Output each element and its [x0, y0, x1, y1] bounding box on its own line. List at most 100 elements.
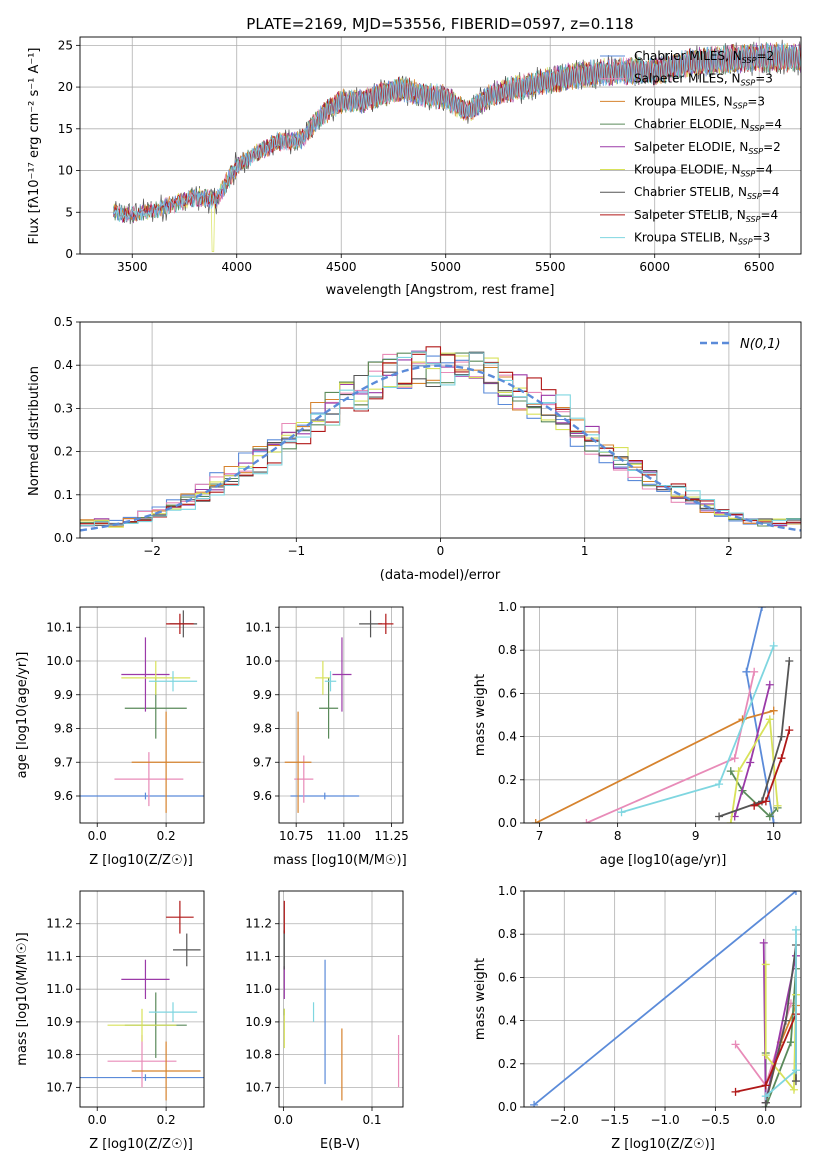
plot-area [283, 900, 400, 1101]
y-tick-label: 11.1 [245, 949, 272, 963]
y-tick-label: 9.9 [253, 688, 272, 702]
legend-label: N(0,1) [740, 337, 781, 352]
weight-marker [726, 819, 735, 823]
mass-vs-z-xlabel: Z [log10(Z/Z☉)] [89, 1137, 193, 1152]
plot-area [80, 346, 801, 532]
y-tick-label: 0.0 [498, 1100, 517, 1114]
y-tick-label: 0.8 [498, 643, 517, 657]
y-tick-label: 0.2 [498, 1057, 517, 1071]
weight-marker [769, 706, 778, 715]
x-tick-label: 11.25 [374, 829, 408, 843]
weight-marker [761, 797, 770, 806]
legend-label: Chabrier ELODIE, NSSP=4 [634, 117, 782, 133]
y-tick-label: 0.2 [54, 445, 73, 459]
y-tick-label: 10.7 [245, 1080, 272, 1094]
x-tick-label: −2 [143, 544, 161, 558]
y-tick-label: 9.8 [54, 722, 73, 736]
x-tick-label: 1 [581, 544, 589, 558]
legend-label: Chabrier STELIB, NSSP=4 [634, 185, 779, 201]
axes-frame [79, 321, 802, 539]
x-tick-label: −0.5 [701, 1113, 730, 1127]
weight-marker [785, 657, 794, 665]
spectrum-ylabel: Flux [fλ10⁻¹⁷ erg cm⁻² s⁻¹ A⁻¹] [27, 48, 42, 245]
figure-title: PLATE=2169, MJD=53556, FIBERID=0597, z=0… [246, 15, 633, 33]
axes-frame [278, 890, 404, 1108]
spectrum-axes: 3500 4000 4500 5000 5500 6000 6500 0 5 10 15 20 25 Ch… [27, 36, 802, 274]
legend-label: Salpeter STELIB, NSSP=4 [634, 208, 778, 224]
weight-marker [769, 819, 778, 823]
weight-marker [786, 1038, 795, 1047]
y-tick-label: 11.0 [46, 982, 73, 996]
x-tick-label: 0.2 [157, 1113, 176, 1127]
x-tick-label: −1.0 [650, 1113, 679, 1127]
weight-marker [781, 1016, 790, 1025]
y-tick-label: 10.0 [46, 654, 73, 668]
weight-marker [731, 1040, 740, 1049]
age-ylabel: age [log10(age/yr)] [15, 652, 30, 779]
weight_vs_age-axes: 7 8 9 10 0.0 0.2 0.4 0.6 0.8 1.0 [498, 600, 802, 843]
x-tick-label: 3500 [117, 260, 148, 274]
y-tick-label: 11.2 [245, 917, 272, 931]
y-tick-label: 0.4 [498, 730, 517, 744]
weight-marker [777, 732, 786, 741]
y-tick-label: 9.8 [253, 722, 272, 736]
age_vs_Z-axes: 0.0 0.2 9.6 9.7 9.8 9.9 10.0 10.1 age [log10(age… [15, 606, 205, 843]
residuals-ylabel: Normed distribution [27, 366, 42, 496]
x-tick-label: 0.1 [362, 1113, 381, 1127]
y-tick-label: 0.0 [498, 816, 517, 830]
weight-line [586, 671, 756, 823]
y-tick-label: 9.6 [253, 789, 272, 803]
plot-area [530, 891, 800, 1107]
weight-marker [531, 819, 540, 823]
histogram-step [80, 351, 801, 527]
weight-vs-age-xlabel: age [log10(age/yr)] [600, 853, 727, 868]
y-tick-label: 10.1 [245, 620, 272, 634]
axes-frame [79, 606, 205, 824]
residuals-axes: −2 −1 0 1 2 0.0 0.1 0.2 0.3 0.4 0.5 N(0,1) [54, 315, 802, 558]
weight-marker [791, 1066, 800, 1075]
y-tick-label: 0.3 [54, 401, 73, 415]
y-tick-label: 10.8 [46, 1048, 73, 1062]
x-tick-label: 10 [766, 829, 781, 843]
legend-label: Kroupa MILES, NSSP=3 [634, 94, 765, 110]
y-tick-label: 11.1 [46, 949, 73, 963]
legend-label: Salpeter MILES, NSSP=3 [634, 72, 773, 88]
mass_vs_ebv-axes: 0.0 0.1 10.7 10.8 10.9 11.0 11.1 11.2 [245, 890, 404, 1127]
x-tick-label: 4500 [326, 260, 357, 274]
weight-marker [777, 754, 786, 763]
age_vs_mass-axes: 10.75 11.00 11.25 9.6 9.7 9.8 9.9 10.0 10.1 [245, 606, 409, 843]
x-tick-label: 11.00 [327, 829, 361, 843]
weight-line [621, 645, 775, 814]
plot-area [531, 607, 794, 823]
legend-label: Kroupa STELIB, NSSP=3 [634, 231, 770, 247]
weight-marker [791, 1077, 800, 1086]
weight-marker [757, 607, 766, 611]
weight-marker [761, 1092, 770, 1101]
x-tick-label: 5000 [430, 260, 461, 274]
grid [80, 607, 204, 823]
y-tick-label: 5 [65, 205, 73, 219]
weight-marker [791, 891, 800, 895]
weight-marker [769, 641, 778, 650]
weight-marker [765, 715, 774, 724]
axes-frame [278, 606, 404, 824]
y-tick-label: 10 [58, 164, 73, 178]
y-tick-label: 9.7 [54, 755, 73, 769]
y-tick-label: 10.9 [245, 1015, 272, 1029]
y-tick-label: 0.4 [54, 358, 73, 372]
weight-marker [530, 1100, 539, 1107]
x-tick-label: 5500 [535, 260, 566, 274]
weight-marker [765, 812, 774, 821]
plot-area [113, 39, 801, 252]
weight-line [764, 964, 797, 1093]
x-tick-label: −1 [287, 544, 305, 558]
y-tick-label: 0.0 [54, 531, 73, 545]
x-tick-label: 8 [614, 829, 622, 843]
weight-marker [750, 667, 759, 676]
weight-marker [742, 667, 751, 676]
plot-area [80, 610, 204, 813]
x-tick-label: 0.0 [274, 1113, 293, 1127]
y-tick-label: 25 [58, 38, 73, 52]
mass-ylabel: mass [log10(M/M☉)] [15, 932, 30, 1065]
